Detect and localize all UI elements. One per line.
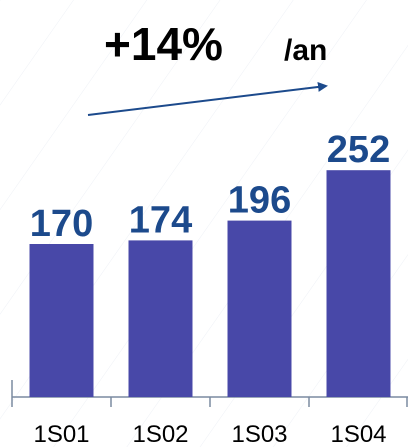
bar (128, 240, 193, 397)
x-tick-label: 1S03 (231, 421, 287, 447)
bar (29, 244, 94, 397)
bar (227, 220, 292, 397)
value-label: 170 (30, 203, 93, 245)
x-tick-label: 1S01 (33, 421, 89, 447)
annotation-unit: /an (284, 34, 327, 67)
value-label: 174 (129, 199, 192, 241)
x-tick-label: 1S02 (132, 421, 188, 447)
value-label: 252 (327, 129, 390, 171)
value-label: 196 (228, 180, 291, 222)
bar (326, 170, 391, 397)
annotation: +14% (104, 18, 223, 70)
trend-arrow (87, 82, 328, 116)
x-tick-label: 1S04 (330, 421, 386, 447)
